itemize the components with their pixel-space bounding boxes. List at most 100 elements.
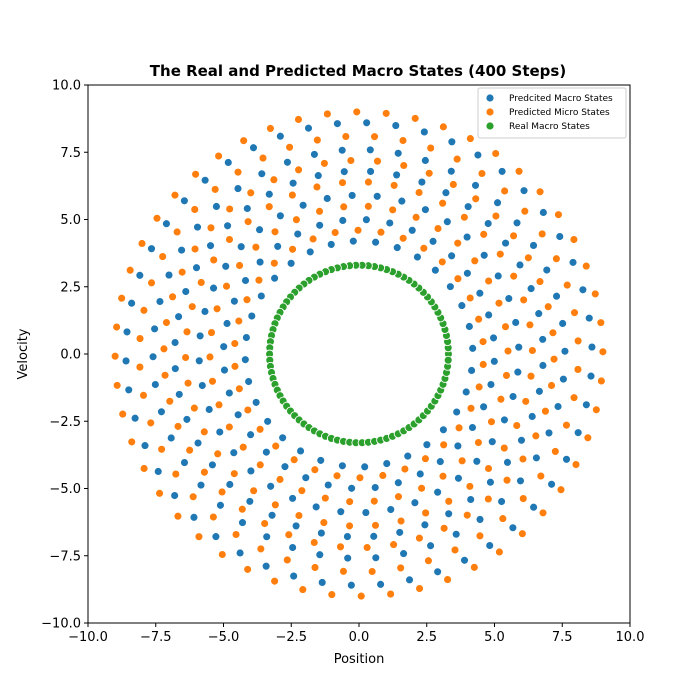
scatter-point: [137, 239, 147, 248]
scatter-point: [493, 271, 503, 281]
scatter-point: [535, 187, 545, 197]
scatter-point: [347, 483, 357, 493]
legend-marker: [485, 107, 495, 117]
scatter-point: [293, 229, 303, 239]
scatter-point: [278, 433, 288, 443]
scatter-point: [182, 327, 192, 337]
scatter-point: [526, 284, 536, 294]
scatter-point: [378, 471, 388, 480]
scatter-point: [284, 530, 294, 540]
scatter-point: [332, 471, 342, 481]
scatter-point: [395, 527, 405, 537]
scatter-point: [397, 196, 407, 206]
scatter-point: [531, 453, 541, 463]
scatter-point: [243, 405, 253, 415]
scatter-point: [503, 346, 513, 356]
scatter-point: [415, 584, 424, 593]
scatter-point: [471, 180, 480, 190]
scatter-point: [484, 276, 494, 286]
scatter-point: [338, 178, 347, 188]
scatter-point: [496, 394, 506, 404]
scatter-point: [475, 514, 485, 524]
scatter-point: [174, 312, 184, 322]
scatter-point: [200, 175, 210, 185]
scatter-point: [501, 238, 511, 248]
scatter-point: [475, 288, 485, 298]
scatter-point: [341, 132, 351, 141]
scatter-point: [264, 189, 274, 199]
scatter-point: [529, 240, 538, 250]
scatter-point: [211, 532, 221, 542]
scatter-point: [353, 225, 363, 235]
scatter-point: [573, 364, 583, 374]
scatter-point: [471, 194, 481, 204]
scatter-point: [177, 245, 187, 255]
scatter-point: [382, 459, 392, 469]
scatter-point: [209, 283, 219, 293]
scatter-point: [110, 351, 120, 361]
scatter-point: [454, 423, 464, 433]
scatter-point: [453, 274, 463, 284]
scatter-point: [365, 145, 375, 155]
scatter-point: [207, 460, 217, 470]
scatter-point: [521, 396, 531, 406]
scatter-point: [213, 449, 223, 459]
scatter-point: [581, 400, 591, 410]
scatter-point: [319, 158, 329, 168]
scatter-point: [269, 175, 279, 185]
scatter-point: [497, 166, 507, 176]
scatter-point: [288, 244, 298, 254]
scatter-point: [310, 465, 320, 475]
scatter-point: [304, 123, 313, 133]
scatter-point: [170, 190, 180, 200]
scatter-point: [366, 166, 376, 176]
scatter-point: [581, 261, 591, 271]
scatter-point: [462, 510, 472, 520]
scatter-point: [512, 421, 522, 430]
scatter-point: [462, 232, 472, 242]
scatter-point: [310, 563, 320, 572]
scatter-point: [352, 107, 362, 117]
y-tick-label: 10.0: [52, 79, 81, 94]
scatter-point: [267, 510, 277, 520]
scatter-point: [197, 381, 207, 390]
scatter-point: [297, 486, 307, 496]
scatter-point: [487, 417, 496, 427]
scatter-point: [362, 543, 372, 552]
x-tick-label: 2.5: [416, 630, 437, 645]
scatter-point: [256, 291, 266, 301]
scatter-point: [240, 355, 250, 365]
scatter-point: [484, 310, 494, 320]
scatter-point: [435, 457, 445, 467]
scatter-point: [465, 134, 475, 144]
scatter-point: [468, 423, 477, 432]
scatter-point: [421, 508, 431, 518]
scatter-point: [322, 193, 332, 203]
y-tick-label: 0.0: [60, 348, 81, 363]
scatter-point: [441, 188, 451, 198]
legend-box: [477, 87, 627, 139]
scatter-point: [468, 343, 478, 353]
scatter-point: [548, 328, 558, 338]
scatter-point: [526, 371, 536, 381]
scatter-point: [393, 148, 403, 158]
scatter-point: [596, 318, 606, 328]
scatter-point: [469, 562, 479, 572]
scatter-point: [443, 355, 453, 365]
scatter-point: [200, 307, 210, 316]
scatter-point: [410, 113, 420, 123]
scatter-point: [122, 327, 132, 337]
scatter-point: [309, 538, 319, 547]
y-tick-label: −5.0: [49, 482, 81, 497]
scatter-point: [208, 512, 218, 522]
scatter-point: [298, 585, 308, 595]
scatter-point: [439, 440, 449, 450]
scatter-point: [448, 180, 458, 189]
scatter-point: [261, 561, 271, 571]
scatter-point: [291, 521, 301, 531]
scatter-point: [500, 186, 510, 196]
scatter-point: [238, 442, 248, 452]
scatter-point: [544, 428, 554, 438]
scatter-point: [271, 441, 281, 451]
scatter-point: [339, 202, 349, 212]
